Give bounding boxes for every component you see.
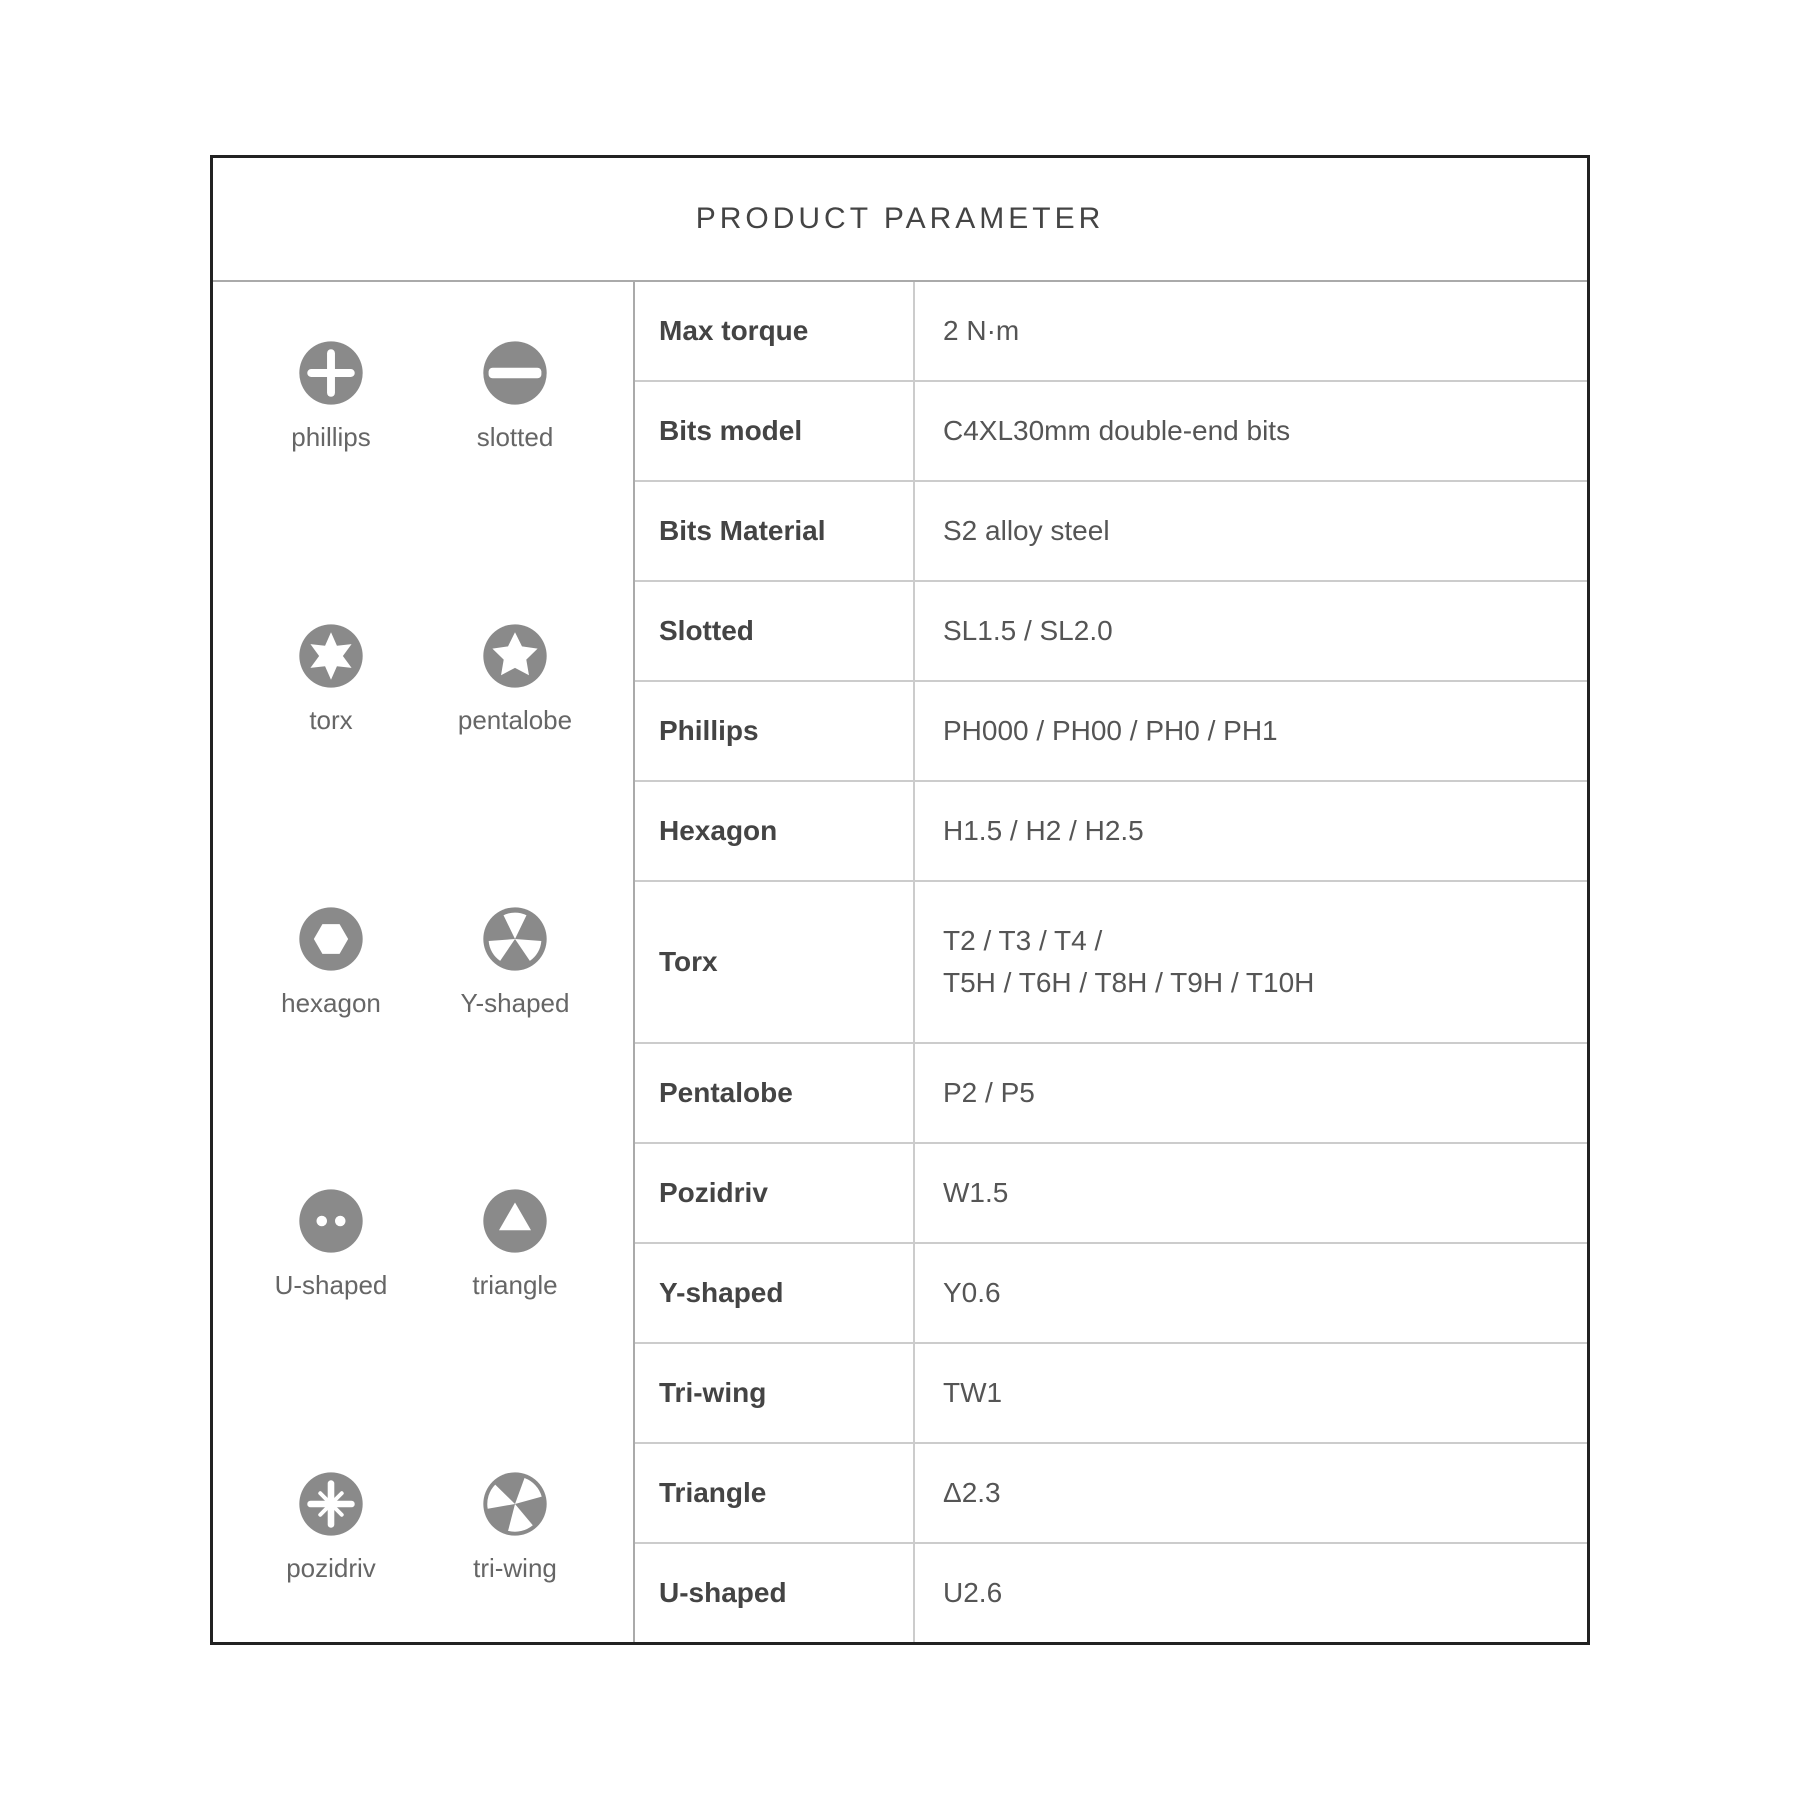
spec-key: Tri-wing — [635, 1344, 915, 1442]
u-shaped-cell: U-shaped — [256, 1188, 406, 1301]
slotted-label: slotted — [477, 422, 554, 453]
bit-icon-row: pozidriv tri-wing — [233, 1453, 613, 1602]
pentalobe-label: pentalobe — [458, 705, 572, 736]
pentalobe-icon — [482, 623, 548, 689]
spec-key: Phillips — [635, 682, 915, 780]
slotted-cell: slotted — [440, 340, 590, 453]
spec-key: Pozidriv — [635, 1144, 915, 1242]
triangle-label: triangle — [472, 1270, 557, 1301]
spec-row: TorxT2 / T3 / T4 / T5H / T6H / T8H / T9H… — [635, 882, 1587, 1044]
spec-table: Max torque2 N·mBits modelC4XL30mm double… — [633, 282, 1587, 1642]
spec-key: Slotted — [635, 582, 915, 680]
spec-value: Y0.6 — [915, 1244, 1587, 1342]
spec-row: HexagonH1.5 / H2 / H2.5 — [635, 782, 1587, 882]
spec-value: P2 / P5 — [915, 1044, 1587, 1142]
spec-key: U-shaped — [635, 1544, 915, 1642]
bit-icon-column: phillips slotted torx pentalobe hexagon Y-sha… — [213, 282, 633, 1642]
spec-value: 2 N·m — [915, 282, 1587, 380]
spec-value: TW1 — [915, 1344, 1587, 1442]
spec-value: S2 alloy steel — [915, 482, 1587, 580]
phillips-icon — [298, 340, 364, 406]
triangle-cell: triangle — [440, 1188, 590, 1301]
spec-value: T2 / T3 / T4 / T5H / T6H / T8H / T9H / T… — [915, 882, 1587, 1042]
spec-value: SL1.5 / SL2.0 — [915, 582, 1587, 680]
u-shaped-icon — [298, 1188, 364, 1254]
hexagon-cell: hexagon — [256, 906, 406, 1019]
spec-value: PH000 / PH00 / PH0 / PH1 — [915, 682, 1587, 780]
torx-icon — [298, 623, 364, 689]
pozidriv-label: pozidriv — [286, 1553, 376, 1584]
spec-row: Bits MaterialS2 alloy steel — [635, 482, 1587, 582]
y-shaped-label: Y-shaped — [461, 988, 570, 1019]
pentalobe-cell: pentalobe — [440, 623, 590, 736]
y-shaped-icon — [482, 906, 548, 972]
torx-label: torx — [309, 705, 352, 736]
spec-key: Hexagon — [635, 782, 915, 880]
spec-row: TriangleΔ2.3 — [635, 1444, 1587, 1544]
product-parameter-card: PRODUCT PARAMETER phillips slotted torx pen… — [210, 155, 1590, 1645]
spec-row: SlottedSL1.5 / SL2.0 — [635, 582, 1587, 682]
bit-icon-row: torx pentalobe — [233, 605, 613, 754]
spec-row: Max torque2 N·m — [635, 282, 1587, 382]
u-shaped-label: U-shaped — [275, 1270, 388, 1301]
y-shaped-cell: Y-shaped — [440, 906, 590, 1019]
spec-value: W1.5 — [915, 1144, 1587, 1242]
spec-key: Pentalobe — [635, 1044, 915, 1142]
spec-value: C4XL30mm double-end bits — [915, 382, 1587, 480]
pozidriv-cell: pozidriv — [256, 1471, 406, 1584]
triangle-icon — [482, 1188, 548, 1254]
spec-row: Tri-wingTW1 — [635, 1344, 1587, 1444]
spec-key: Max torque — [635, 282, 915, 380]
tri-wing-label: tri-wing — [473, 1553, 557, 1584]
bit-icon-row: phillips slotted — [233, 322, 613, 471]
spec-row: PentalobeP2 / P5 — [635, 1044, 1587, 1144]
phillips-label: phillips — [291, 422, 371, 453]
spec-row: Bits modelC4XL30mm double-end bits — [635, 382, 1587, 482]
spec-row: Y-shapedY0.6 — [635, 1244, 1587, 1344]
card-title: PRODUCT PARAMETER — [213, 158, 1587, 282]
phillips-cell: phillips — [256, 340, 406, 453]
tri-wing-icon — [482, 1471, 548, 1537]
spec-key: Bits model — [635, 382, 915, 480]
spec-key: Triangle — [635, 1444, 915, 1542]
spec-value: U2.6 — [915, 1544, 1587, 1642]
tri-wing-cell: tri-wing — [440, 1471, 590, 1584]
spec-key: Bits Material — [635, 482, 915, 580]
slotted-icon — [482, 340, 548, 406]
spec-row: PhillipsPH000 / PH00 / PH0 / PH1 — [635, 682, 1587, 782]
spec-row: PozidrivW1.5 — [635, 1144, 1587, 1244]
spec-key: Torx — [635, 882, 915, 1042]
hexagon-label: hexagon — [281, 988, 381, 1019]
spec-value: H1.5 / H2 / H2.5 — [915, 782, 1587, 880]
spec-value: Δ2.3 — [915, 1444, 1587, 1542]
spec-row: U-shapedU2.6 — [635, 1544, 1587, 1642]
bit-icon-row: hexagon Y-shaped — [233, 888, 613, 1037]
card-body: phillips slotted torx pentalobe hexagon Y-sha… — [213, 282, 1587, 1642]
pozidriv-icon — [298, 1471, 364, 1537]
spec-key: Y-shaped — [635, 1244, 915, 1342]
hexagon-icon — [298, 906, 364, 972]
torx-cell: torx — [256, 623, 406, 736]
bit-icon-row: U-shaped triangle — [233, 1170, 613, 1319]
